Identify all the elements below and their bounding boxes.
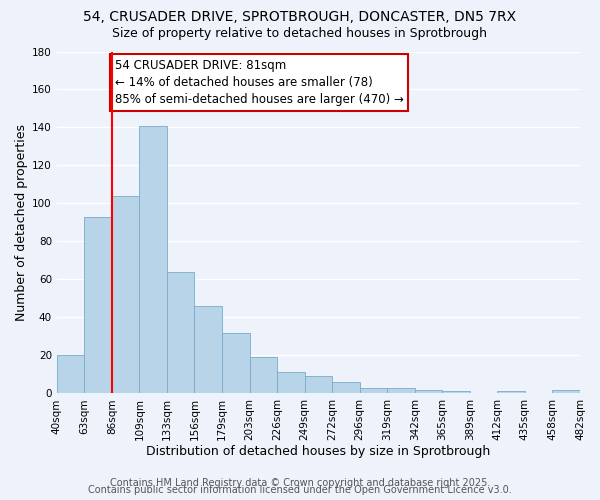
Bar [553, 390, 580, 394]
Bar [415, 390, 442, 394]
Bar [57, 356, 85, 394]
Text: Contains HM Land Registry data © Crown copyright and database right 2025.: Contains HM Land Registry data © Crown c… [110, 478, 490, 488]
Bar [167, 272, 194, 394]
Bar [250, 358, 277, 394]
Bar [442, 392, 470, 394]
Text: 54, CRUSADER DRIVE, SPROTBROUGH, DONCASTER, DN5 7RX: 54, CRUSADER DRIVE, SPROTBROUGH, DONCAST… [83, 10, 517, 24]
Y-axis label: Number of detached properties: Number of detached properties [15, 124, 28, 321]
X-axis label: Distribution of detached houses by size in Sprotbrough: Distribution of detached houses by size … [146, 444, 491, 458]
Bar [305, 376, 332, 394]
Bar [277, 372, 305, 394]
Bar [497, 392, 525, 394]
Text: Size of property relative to detached houses in Sprotbrough: Size of property relative to detached ho… [113, 28, 487, 40]
Bar [194, 306, 222, 394]
Bar [387, 388, 415, 394]
Bar [359, 388, 387, 394]
Bar [112, 196, 139, 394]
Bar [332, 382, 359, 394]
Bar [222, 332, 250, 394]
Bar [139, 126, 167, 394]
Text: 54 CRUSADER DRIVE: 81sqm
← 14% of detached houses are smaller (78)
85% of semi-d: 54 CRUSADER DRIVE: 81sqm ← 14% of detach… [115, 59, 403, 106]
Bar [85, 216, 112, 394]
Text: Contains public sector information licensed under the Open Government Licence v3: Contains public sector information licen… [88, 485, 512, 495]
